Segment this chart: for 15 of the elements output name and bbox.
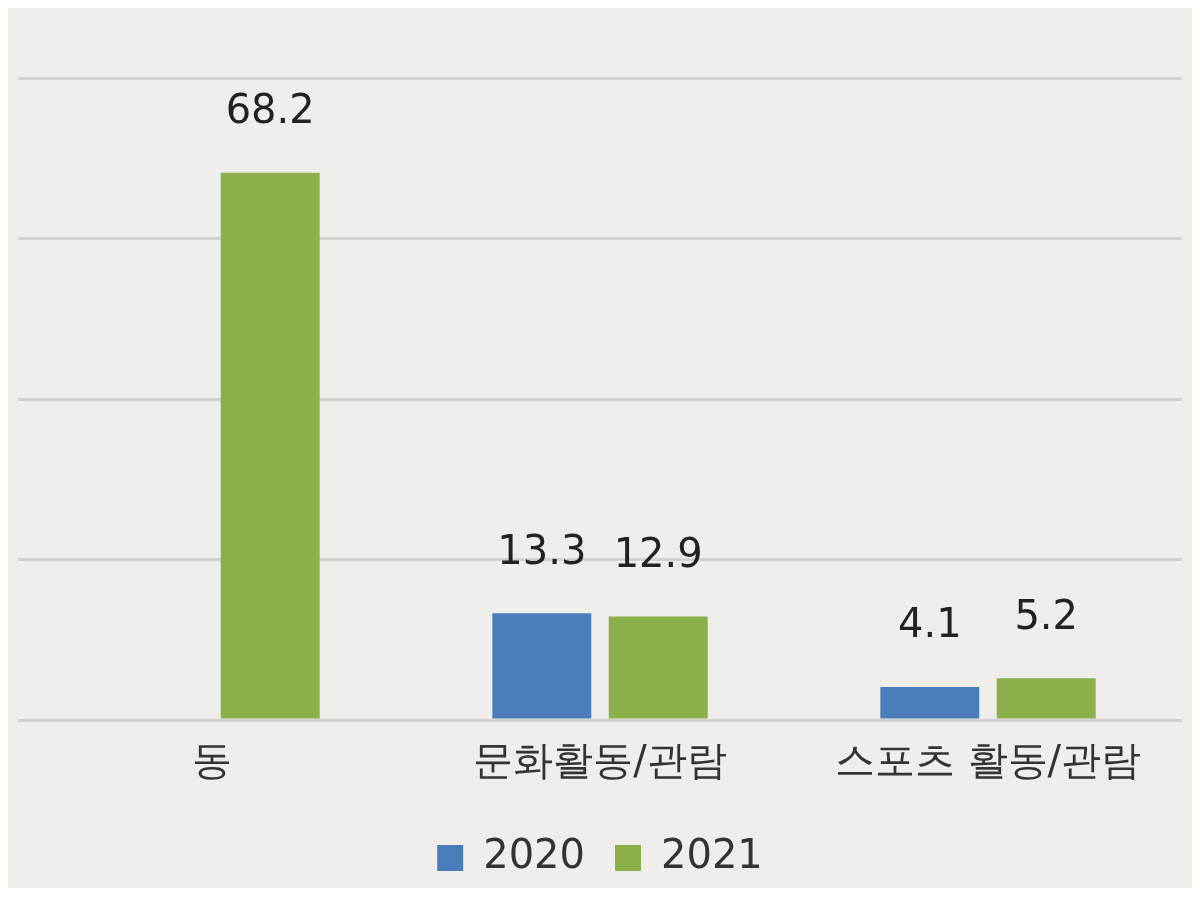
- legend-label: 2020: [483, 831, 585, 878]
- x-tick-label: 문화활동/관람: [473, 737, 727, 784]
- bar: [880, 687, 980, 719]
- legend-label: 2021: [661, 831, 763, 878]
- bar: [220, 172, 320, 719]
- data-label: 5.2: [1014, 591, 1079, 638]
- data-label: 68.2: [225, 86, 315, 133]
- bar: [492, 613, 592, 719]
- data-label: 12.9: [613, 529, 703, 576]
- bar: [996, 678, 1096, 719]
- data-label: 13.3: [497, 526, 587, 573]
- data-label: 4.1: [897, 600, 962, 647]
- x-tick-label: 동: [192, 737, 232, 784]
- bar: [608, 616, 708, 719]
- x-tick-label: 스포츠 활동/관람: [834, 737, 1142, 784]
